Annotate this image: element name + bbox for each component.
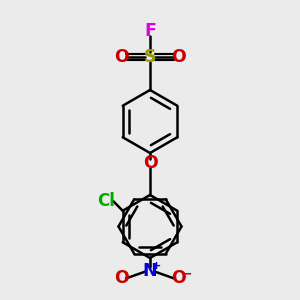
Text: O: O [171, 269, 186, 287]
Text: F: F [144, 22, 156, 40]
Text: O: O [171, 48, 186, 66]
Text: O: O [142, 154, 158, 172]
Text: +: + [152, 261, 161, 271]
Text: Cl: Cl [98, 192, 116, 210]
Text: N: N [143, 262, 157, 280]
Text: S: S [144, 48, 156, 66]
Text: O: O [114, 48, 129, 66]
Text: O: O [114, 269, 129, 287]
Text: −: − [182, 267, 192, 280]
